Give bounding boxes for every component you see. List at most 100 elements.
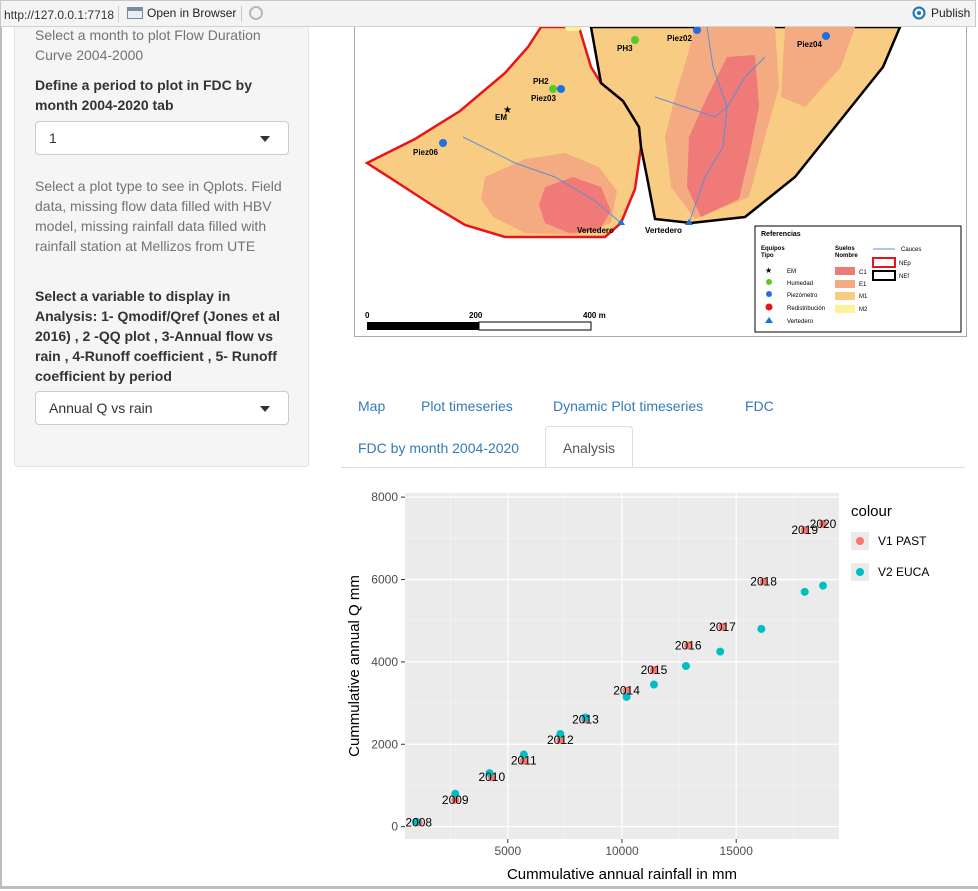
data-point	[649, 666, 658, 675]
map-point-piezometro	[439, 139, 447, 147]
variable-select-value: Annual Q vs rain	[49, 400, 153, 416]
map-point-piezometro	[557, 85, 565, 93]
data-point	[759, 577, 768, 586]
scale-label: 0	[365, 311, 370, 320]
window-frame	[0, 27, 2, 889]
legend-tipo-item: EM	[787, 269, 796, 275]
data-point	[556, 729, 565, 738]
analysis-plot: 5000 10000 15000 0 2000 4000 6000 8000 2008 2009…	[341, 483, 961, 886]
map-point-label: Vertedero	[645, 226, 682, 235]
catchment-map: ★ PH3 Piez02 Piez04 PH2 Piez03 EM Piez06…	[354, 27, 967, 337]
data-point	[757, 624, 766, 633]
data-point	[556, 736, 565, 745]
chart-legend: colour V1 PAST V2 EUCA	[851, 503, 929, 581]
year-label: 2009	[442, 793, 469, 807]
y-tick-label: 0	[391, 820, 398, 834]
variable-label: Select a variable to display in Analysis…	[35, 288, 281, 384]
y-tick-label: 4000	[371, 655, 398, 669]
legend-nombre: Nombre	[835, 253, 858, 259]
map-point-em: ★	[503, 105, 512, 116]
year-label: 2015	[641, 663, 668, 677]
year-label: 2016	[675, 638, 702, 652]
period-select-value: 1	[49, 130, 57, 146]
data-point	[681, 662, 690, 670]
period-label: Define a period to plot in FDC by month …	[35, 77, 252, 113]
svg-text:★: ★	[765, 266, 772, 275]
period-select[interactable]: 1	[35, 121, 289, 155]
map-stream	[654, 56, 766, 118]
url-text[interactable]: http://127.0.0.1:7718	[4, 8, 115, 22]
year-label: 2012	[547, 733, 574, 747]
map-point-label: PH3	[617, 44, 633, 53]
data-point	[800, 526, 809, 535]
year-label: 2010	[478, 770, 505, 784]
tab-fdc-by-month[interactable]: FDC by month 2004-2020	[358, 440, 520, 456]
scale-label: 200	[469, 311, 483, 320]
y-tick-label: 6000	[371, 573, 398, 587]
tab-fdc[interactable]: FDC	[745, 398, 774, 414]
legend-suelo-item: M1	[859, 294, 868, 300]
x-tick-label: 5000	[494, 844, 521, 858]
map-point-label: Vertedero	[577, 226, 614, 235]
year-label: 2013	[572, 713, 599, 727]
legend-cauces: Cauces	[901, 247, 921, 253]
data-point	[451, 795, 460, 804]
legend-suelo-item: C1	[859, 270, 867, 276]
x-tick-label: 15000	[720, 844, 754, 858]
open-in-browser-button[interactable]: Open in Browser	[127, 6, 236, 20]
legend-series-label: V2 EUCA	[878, 565, 929, 579]
map-point-label: Piez03	[531, 94, 556, 103]
publish-button[interactable]: Publish	[911, 6, 970, 20]
scale-label: 400 m	[583, 311, 606, 320]
tab-map[interactable]: Map	[358, 398, 386, 414]
data-point	[819, 519, 828, 528]
map-point-humedad	[549, 85, 557, 93]
map-point-label: Piez04	[797, 40, 822, 49]
map-point-label: PH2	[533, 77, 549, 86]
refresh-icon[interactable]	[249, 6, 263, 20]
data-point	[451, 789, 460, 798]
map-legend: Referencias Equipos Tipo Suelos Nombre C…	[754, 225, 962, 333]
data-point	[800, 587, 809, 596]
legend-tipo-item: Humedad	[787, 281, 813, 287]
legend-swatch	[856, 537, 864, 545]
data-point	[485, 769, 494, 778]
publish-label: Publish	[931, 6, 971, 20]
map-point-humedad	[631, 36, 639, 44]
data-point	[716, 647, 725, 656]
year-label: 2019	[791, 523, 818, 537]
tab-divider	[341, 467, 965, 468]
map-stream	[688, 27, 728, 224]
tab-analysis[interactable]: Analysis	[545, 426, 633, 468]
scatter-chart: 5000 10000 15000 0 2000 4000 6000 8000 2008 2009…	[346, 490, 929, 883]
window-frame	[0, 886, 978, 889]
sidebar-panel: Select a month to plot Flow Duration Cur…	[14, 27, 309, 467]
plot-grid	[405, 493, 839, 839]
data-point	[649, 680, 658, 689]
window-icon	[127, 7, 143, 19]
y-axis-title: Cummulative annual Q mm	[346, 575, 363, 757]
year-label: 2011	[511, 754, 537, 768]
map-point-label: EM	[495, 113, 507, 122]
legend-tipo-item: Vertedero	[787, 319, 814, 325]
data-point	[412, 817, 421, 826]
legend-suelos: Suelos	[835, 246, 855, 252]
main-tabset: Map Plot timeseries Dynamic Plot timeser…	[341, 385, 965, 468]
legend-swatch	[856, 568, 864, 576]
variable-select[interactable]: Annual Q vs rain	[35, 391, 289, 425]
year-label: 2008	[405, 816, 432, 830]
legend-suelo-item: E1	[859, 282, 867, 288]
tab-plot-timeseries[interactable]: Plot timeseries	[421, 398, 513, 414]
x-axis-title: Cummulative annual rainfall in mm	[507, 866, 737, 883]
legend-tipo-item: Redistribución	[787, 306, 825, 312]
data-point	[581, 713, 590, 722]
map-stream	[462, 136, 622, 224]
tab-dynamic-plot-timeseries[interactable]: Dynamic Plot timeseries	[553, 398, 704, 414]
year-label: 2017	[709, 620, 736, 634]
open-in-browser-label: Open in Browser	[147, 6, 237, 20]
map-point-label: Piez06	[413, 148, 438, 157]
publish-icon	[912, 6, 926, 20]
chevron-down-icon	[260, 406, 270, 412]
legend-series-label: V1 PAST	[878, 534, 927, 548]
toolbar-divider	[118, 6, 119, 22]
